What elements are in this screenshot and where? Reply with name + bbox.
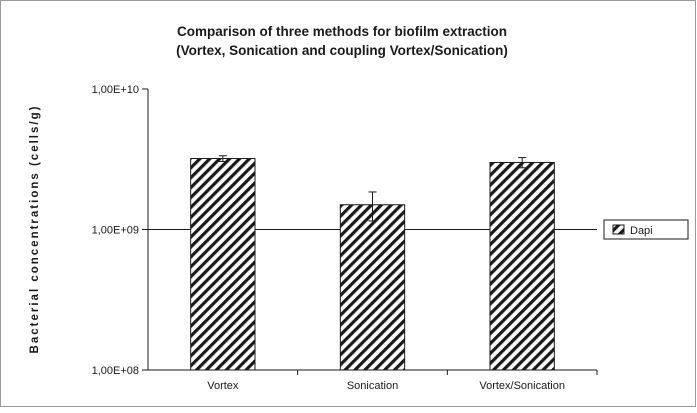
legend-label-dapi: Dapi: [630, 225, 653, 237]
x-tick-label: Vortex: [207, 380, 239, 392]
x-tick-label: Vortex/Sonication: [479, 380, 565, 392]
y-tick-label: 1,00E+10: [92, 84, 139, 96]
error-bars: [218, 155, 527, 222]
x-ticks: Vortex Sonication Vortex/Sonication: [207, 370, 598, 392]
legend-swatch: [612, 224, 625, 235]
bar-sonication: [339, 204, 406, 371]
bar-vortex-sonication: [489, 161, 555, 371]
chart-title: Comparison of three methods for biofilm …: [177, 24, 507, 39]
legend: Dapi: [603, 219, 689, 240]
y-ticks: 1,00E+08 1,00E+09 1,00E+10: [92, 84, 148, 377]
y-tick-label: 1,00E+09: [92, 225, 139, 237]
legend-box: [603, 219, 689, 240]
x-tick-label: Sonication: [347, 380, 398, 392]
chart-subtitle: (Vortex, Sonication and coupling Vortex/…: [176, 43, 508, 58]
bar-vortex: [190, 158, 256, 371]
y-axis-label: Bacterial concentrations (cells/g): [29, 105, 41, 354]
bars: [190, 158, 555, 371]
y-tick-label: 1,00E+08: [92, 365, 139, 377]
